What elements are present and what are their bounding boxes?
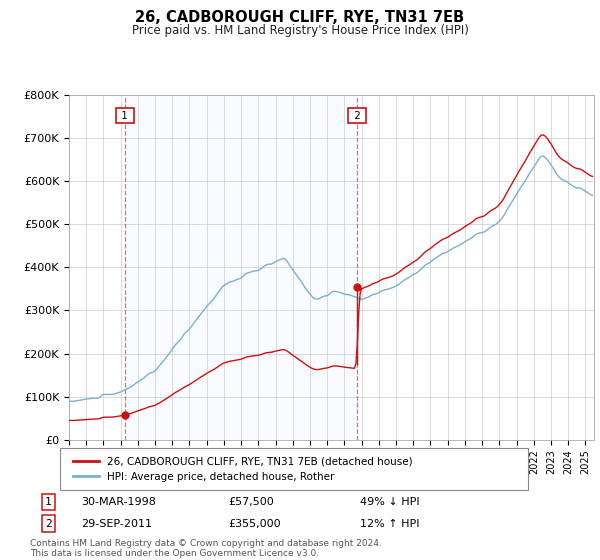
Text: 49% ↓ HPI: 49% ↓ HPI [360, 497, 419, 507]
Text: 26, CADBOROUGH CLIFF, RYE, TN31 7EB: 26, CADBOROUGH CLIFF, RYE, TN31 7EB [136, 10, 464, 25]
FancyBboxPatch shape [60, 448, 528, 490]
Text: 30-MAR-1998: 30-MAR-1998 [81, 497, 156, 507]
Text: £57,500: £57,500 [228, 497, 274, 507]
Text: 29-SEP-2011: 29-SEP-2011 [81, 519, 152, 529]
Text: 12% ↑ HPI: 12% ↑ HPI [360, 519, 419, 529]
Text: 2: 2 [351, 111, 364, 121]
Text: £355,000: £355,000 [228, 519, 281, 529]
Text: Price paid vs. HM Land Registry's House Price Index (HPI): Price paid vs. HM Land Registry's House … [131, 24, 469, 36]
Text: 1: 1 [45, 497, 52, 507]
Text: 2: 2 [45, 519, 52, 529]
Legend: 26, CADBOROUGH CLIFF, RYE, TN31 7EB (detached house), HPI: Average price, detach: 26, CADBOROUGH CLIFF, RYE, TN31 7EB (det… [70, 453, 416, 485]
Text: This data is licensed under the Open Government Licence v3.0.: This data is licensed under the Open Gov… [30, 549, 319, 558]
Text: 1: 1 [118, 111, 131, 121]
Text: Contains HM Land Registry data © Crown copyright and database right 2024.: Contains HM Land Registry data © Crown c… [30, 539, 382, 548]
Bar [125, 95, 358, 440]
